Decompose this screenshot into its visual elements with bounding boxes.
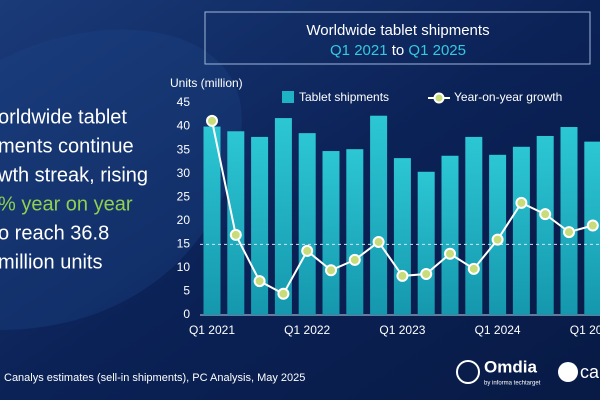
bar: [203, 126, 221, 315]
bar: [298, 133, 316, 315]
y-tick-label: 30: [177, 166, 191, 180]
growth-marker: [420, 268, 433, 281]
bar: [227, 131, 245, 315]
subtitle-end: Q1 2025: [408, 42, 466, 59]
y-tick-label: 35: [177, 142, 191, 156]
y-tick-label: 20: [177, 213, 191, 227]
bar: [441, 155, 459, 315]
source: Canalys estimates (sell-in shipments), P…: [4, 372, 305, 384]
growth-marker: [396, 269, 409, 282]
logo-main: Omdia: [484, 357, 537, 376]
omdia-icon: [456, 360, 480, 384]
y-tick-label: 45: [177, 95, 191, 109]
growth-marker: [277, 287, 290, 300]
bar: [251, 136, 269, 315]
subtitle-mid: to: [392, 42, 405, 59]
chart-title: Worldwide tablet shipments: [306, 22, 489, 39]
growth-marker: [325, 264, 337, 277]
subtitle-start: Q1 2021: [330, 42, 388, 59]
growth-marker: [539, 208, 552, 221]
y-tick-label: 25: [177, 189, 191, 203]
legend-label: Year-on-year growth: [454, 90, 562, 104]
bar: [346, 149, 364, 315]
legend-swatch: [282, 91, 294, 103]
y-tick-label: 40: [177, 119, 191, 133]
bar: [512, 146, 530, 315]
growth-marker: [491, 233, 504, 246]
legend-marker: [433, 92, 445, 104]
side-text: orldwide tablet: [0, 106, 127, 128]
side-text: % year on year: [0, 193, 133, 215]
chart-subtitle: Q1 2021 to Q1 2025: [330, 42, 466, 59]
growth-marker: [563, 226, 575, 239]
bar: [370, 115, 388, 315]
x-tick-label: Q1 2022: [284, 323, 330, 337]
legend-label: Tablet shipments: [299, 90, 389, 104]
growth-marker: [372, 235, 385, 248]
bar: [322, 151, 340, 315]
growth-marker: [444, 247, 456, 260]
growth-marker: [253, 275, 266, 288]
y-tick-label: 15: [177, 237, 191, 251]
growth-marker: [301, 244, 314, 257]
logo-second: cana: [580, 362, 600, 382]
growth-marker: [348, 253, 361, 266]
title-box: [204, 11, 591, 65]
y-tick-label: 0: [183, 307, 190, 321]
canalys-icon: [558, 362, 578, 382]
side-text: ments continue: [0, 135, 134, 157]
y-tick-label: 5: [183, 284, 190, 298]
x-tick-label: Q1 2024: [475, 323, 521, 337]
growth-marker: [206, 114, 218, 127]
logo-sub: by informa techtarget: [484, 381, 541, 387]
bar: [536, 135, 554, 315]
x-tick-label: Q1 2021: [189, 323, 235, 337]
growth-marker: [229, 228, 242, 241]
side-text: o reach 36.8: [0, 222, 109, 244]
side-text: million units: [0, 251, 102, 273]
y-tick-label: 10: [177, 260, 191, 274]
x-tick-label: Q1 2025: [570, 323, 600, 337]
bar: [560, 127, 578, 315]
bar: [393, 158, 411, 315]
x-tick-label: Q1 2023: [379, 323, 425, 337]
bar: [417, 171, 435, 315]
growth-marker: [515, 196, 528, 209]
side-text: wth streak, rising: [0, 164, 148, 186]
swirl: [0, 29, 242, 330]
growth-marker: [467, 262, 480, 275]
bar: [274, 118, 292, 315]
growth-marker: [586, 219, 599, 232]
y-axis-label: Units (million): [170, 76, 243, 90]
bar: [465, 136, 483, 315]
